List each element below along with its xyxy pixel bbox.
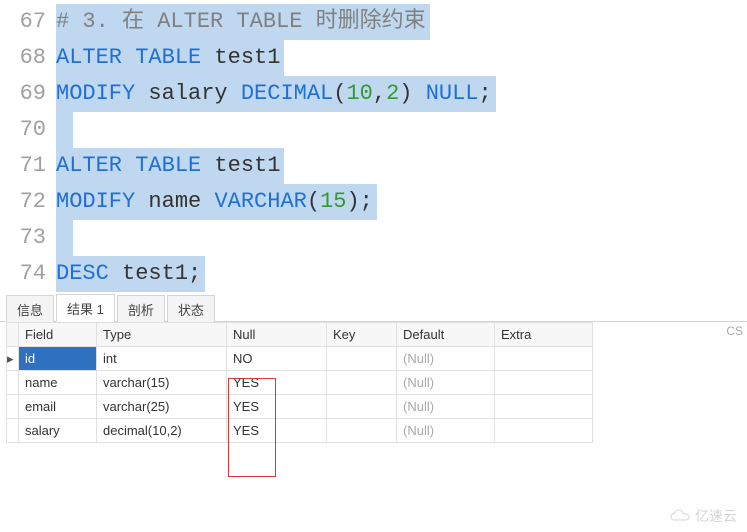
cell[interactable]: id	[19, 347, 97, 371]
code-line[interactable]: 72MODIFY name VARCHAR(15);	[0, 184, 747, 220]
code-content[interactable]: MODIFY name VARCHAR(15);	[56, 184, 377, 220]
watermark: 亿速云	[669, 506, 737, 526]
table-row[interactable]: salarydecimal(10,2)YES (Null)	[7, 419, 593, 443]
code-content[interactable]: ALTER TABLE test1	[56, 40, 284, 76]
row-marker	[7, 419, 19, 443]
cell[interactable]	[495, 347, 593, 371]
cell[interactable]: YES	[227, 395, 327, 419]
cell[interactable]	[495, 371, 593, 395]
cell[interactable]	[327, 347, 397, 371]
cell[interactable]: (Null)	[397, 347, 495, 371]
table-row[interactable]: emailvarchar(25)YES (Null)	[7, 395, 593, 419]
code-line[interactable]: 74DESC test1;	[0, 256, 747, 292]
cell[interactable]	[327, 371, 397, 395]
cell[interactable]: varchar(15)	[97, 371, 227, 395]
cell[interactable]: varchar(25)	[97, 395, 227, 419]
cell[interactable]	[327, 419, 397, 443]
code-line[interactable]: 69MODIFY salary DECIMAL(10,2) NULL;	[0, 76, 747, 112]
line-number: 68	[0, 40, 56, 76]
code-line[interactable]: 70	[0, 112, 747, 148]
cell[interactable]: email	[19, 395, 97, 419]
code-content[interactable]: MODIFY salary DECIMAL(10,2) NULL;	[56, 76, 496, 112]
line-number: 73	[0, 220, 56, 256]
line-number: 67	[0, 4, 56, 40]
code-line[interactable]: 73	[0, 220, 747, 256]
tab-信息[interactable]: 信息	[6, 295, 54, 322]
column-header[interactable]: Type	[97, 323, 227, 347]
cell[interactable]	[327, 395, 397, 419]
row-marker: ▸	[7, 347, 19, 371]
sql-editor[interactable]: 67# 3. 在 ALTER TABLE 时删除约束68ALTER TABLE …	[0, 0, 747, 292]
code-content[interactable]: DESC test1;	[56, 256, 205, 292]
tab-结果 1[interactable]: 结果 1	[56, 294, 115, 322]
cell[interactable]	[495, 395, 593, 419]
result-table[interactable]: FieldTypeNullKeyDefaultExtra ▸idintNO (Nul…	[6, 322, 593, 443]
line-number: 71	[0, 148, 56, 184]
table-row[interactable]: namevarchar(15)YES (Null)	[7, 371, 593, 395]
cell[interactable]: decimal(10,2)	[97, 419, 227, 443]
cell[interactable]: (Null)	[397, 371, 495, 395]
code-line[interactable]: 67# 3. 在 ALTER TABLE 时删除约束	[0, 4, 747, 40]
code-line[interactable]: 68ALTER TABLE test1	[0, 40, 747, 76]
line-number: 69	[0, 76, 56, 112]
cell[interactable]: int	[97, 347, 227, 371]
cell[interactable]: NO	[227, 347, 327, 371]
corner-mark: CS	[726, 324, 743, 338]
cell[interactable]: (Null)	[397, 419, 495, 443]
column-header[interactable]: Default	[397, 323, 495, 347]
code-content[interactable]	[56, 220, 73, 256]
column-header[interactable]: Null	[227, 323, 327, 347]
row-marker	[7, 395, 19, 419]
cell[interactable]: YES	[227, 371, 327, 395]
code-content[interactable]: # 3. 在 ALTER TABLE 时删除约束	[56, 4, 430, 40]
cell[interactable]: (Null)	[397, 395, 495, 419]
column-header[interactable]: Key	[327, 323, 397, 347]
table-row[interactable]: ▸idintNO (Null)	[7, 347, 593, 371]
line-number: 72	[0, 184, 56, 220]
result-tabs: 信息结果 1剖析状态	[0, 296, 747, 322]
watermark-text: 亿速云	[695, 506, 737, 526]
cell[interactable]: salary	[19, 419, 97, 443]
code-content[interactable]	[56, 112, 73, 148]
row-marker-header	[7, 323, 19, 347]
code-content[interactable]: ALTER TABLE test1	[56, 148, 284, 184]
column-header[interactable]: Field	[19, 323, 97, 347]
line-number: 70	[0, 112, 56, 148]
cell[interactable]: YES	[227, 419, 327, 443]
tab-剖析[interactable]: 剖析	[117, 295, 165, 322]
cell[interactable]	[495, 419, 593, 443]
cell[interactable]: name	[19, 371, 97, 395]
row-marker	[7, 371, 19, 395]
tab-状态[interactable]: 状态	[167, 295, 215, 322]
code-line[interactable]: 71ALTER TABLE test1	[0, 148, 747, 184]
column-header[interactable]: Extra	[495, 323, 593, 347]
cloud-icon	[669, 509, 691, 523]
line-number: 74	[0, 256, 56, 292]
